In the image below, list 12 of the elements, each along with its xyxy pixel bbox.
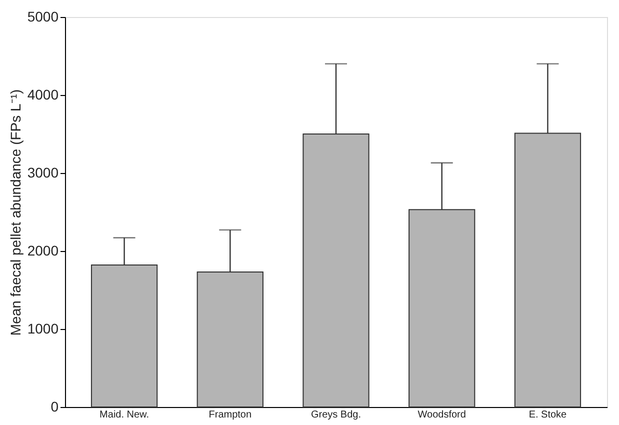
y-tick-label: 0 [50, 398, 59, 414]
y-axis-title: Mean faecal pellet abundance (FPs L⁻¹) [7, 89, 24, 336]
x-tick-label: Maid. New. [100, 410, 150, 420]
x-tick-label: Woodsford [418, 410, 466, 420]
y-tick-label: 5000 [27, 8, 59, 24]
x-tick-label: Greys Bdg. [310, 410, 362, 420]
x-tick-label: E. Stoke [528, 410, 568, 420]
y-tick-label: 1000 [27, 320, 59, 336]
y-tick-label: 3000 [27, 164, 59, 180]
y-tick-label: 4000 [27, 86, 59, 102]
x-tick-label: Frampton [208, 410, 252, 420]
y-tick-label: 2000 [27, 242, 59, 258]
